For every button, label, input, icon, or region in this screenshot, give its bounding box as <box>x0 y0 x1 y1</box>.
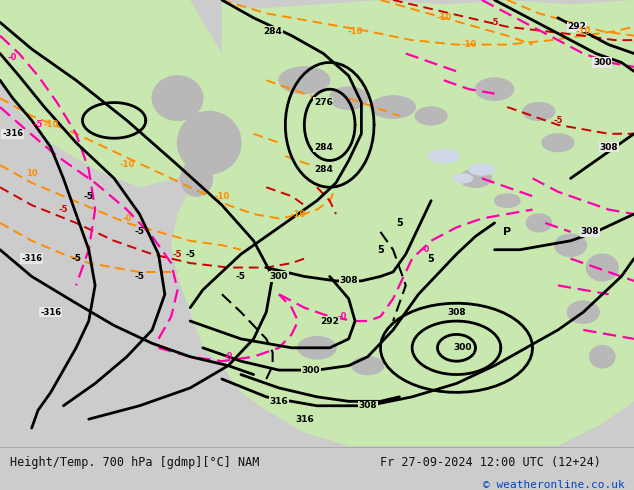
Text: 5: 5 <box>396 218 403 228</box>
Ellipse shape <box>330 87 368 109</box>
Text: -10: -10 <box>119 161 134 170</box>
Ellipse shape <box>567 301 599 323</box>
Text: 5: 5 <box>428 254 434 264</box>
Ellipse shape <box>152 76 203 121</box>
Ellipse shape <box>526 214 552 232</box>
Ellipse shape <box>495 194 520 207</box>
Text: Height/Temp. 700 hPa [gdmp][°C] NAM: Height/Temp. 700 hPa [gdmp][°C] NAM <box>10 456 259 469</box>
Text: 300: 300 <box>301 366 320 374</box>
Ellipse shape <box>469 164 495 175</box>
Text: -5: -5 <box>84 192 94 201</box>
Text: 316: 316 <box>295 415 314 424</box>
Ellipse shape <box>555 234 586 256</box>
Text: 284: 284 <box>314 143 333 151</box>
Text: 308: 308 <box>599 143 618 151</box>
PathPatch shape <box>0 0 222 187</box>
Ellipse shape <box>590 345 615 368</box>
Text: 300: 300 <box>269 272 288 281</box>
Ellipse shape <box>542 134 574 151</box>
Ellipse shape <box>352 357 384 374</box>
PathPatch shape <box>171 0 634 446</box>
Text: -10: -10 <box>436 13 451 23</box>
Ellipse shape <box>371 96 415 118</box>
Text: -316: -316 <box>21 254 42 263</box>
Text: -5: -5 <box>185 250 195 259</box>
Text: 308: 308 <box>358 401 377 410</box>
Text: © weatheronline.co.uk: © weatheronline.co.uk <box>482 480 624 490</box>
Text: -5: -5 <box>59 205 68 214</box>
Text: -0: -0 <box>122 214 131 223</box>
Text: -0: -0 <box>224 352 233 361</box>
Text: 284: 284 <box>314 165 333 174</box>
Ellipse shape <box>178 111 241 174</box>
Text: 300: 300 <box>453 343 472 352</box>
Text: 308: 308 <box>580 227 599 236</box>
Ellipse shape <box>523 102 555 121</box>
Text: 292: 292 <box>567 22 586 31</box>
Text: -316: -316 <box>2 129 23 138</box>
Text: 5: 5 <box>377 245 384 255</box>
Text: -5: -5 <box>134 272 145 281</box>
Text: -10: -10 <box>347 27 363 36</box>
Ellipse shape <box>453 174 472 183</box>
Ellipse shape <box>586 254 618 281</box>
Ellipse shape <box>181 161 212 196</box>
Text: -5: -5 <box>553 116 562 125</box>
Text: -10: -10 <box>576 27 591 36</box>
Text: -5: -5 <box>71 254 81 263</box>
Text: -5: -5 <box>134 227 145 236</box>
Text: -10: -10 <box>214 192 230 201</box>
Text: 292: 292 <box>320 317 339 325</box>
Text: -5: -5 <box>34 121 42 129</box>
Ellipse shape <box>279 67 330 94</box>
Text: 10: 10 <box>26 170 37 178</box>
Text: -0: -0 <box>420 245 429 254</box>
Text: -0: -0 <box>338 312 347 321</box>
Text: 300: 300 <box>593 58 612 67</box>
Text: -5: -5 <box>490 18 499 27</box>
Text: -10: -10 <box>290 210 306 219</box>
Text: P: P <box>503 227 511 237</box>
Text: -5: -5 <box>173 250 182 259</box>
Text: -316: -316 <box>40 308 61 317</box>
Text: Fr 27-09-2024 12:00 UTC (12+24): Fr 27-09-2024 12:00 UTC (12+24) <box>380 456 601 469</box>
Text: 316: 316 <box>269 397 288 406</box>
Text: -5: -5 <box>236 272 246 281</box>
Text: 284: 284 <box>263 27 282 36</box>
Text: -10: -10 <box>43 121 58 129</box>
Ellipse shape <box>415 107 447 125</box>
Ellipse shape <box>428 149 460 163</box>
Text: 308: 308 <box>339 276 358 285</box>
Ellipse shape <box>298 337 336 359</box>
Ellipse shape <box>460 170 491 187</box>
Text: -0: -0 <box>8 53 17 62</box>
Text: -10: -10 <box>462 40 477 49</box>
Text: 276: 276 <box>314 98 333 107</box>
Ellipse shape <box>476 78 514 100</box>
Text: 308: 308 <box>447 308 466 317</box>
